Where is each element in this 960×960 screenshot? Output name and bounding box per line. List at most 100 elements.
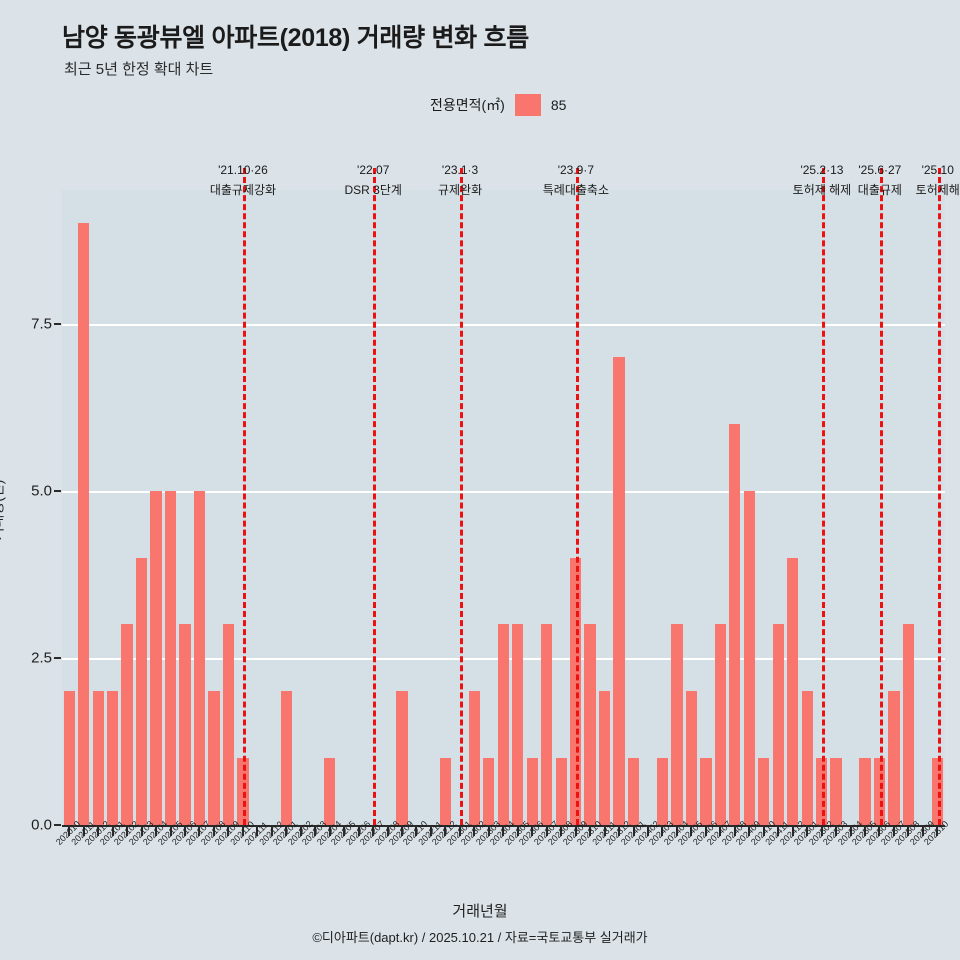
x-tick-slot (814, 827, 828, 837)
x-tick-slot (76, 827, 90, 837)
bar[interactable] (135, 557, 148, 825)
x-label-slot: 202509 (908, 819, 936, 908)
bar[interactable] (656, 758, 669, 825)
bar[interactable] (222, 624, 235, 825)
bar[interactable] (92, 691, 104, 825)
x-label-slot: 202508 (893, 819, 921, 908)
bar-slot (655, 190, 669, 825)
x-label-slot: 202111 (243, 820, 270, 908)
event-name: 토허제해 (915, 183, 960, 197)
x-tick-mark (256, 827, 259, 836)
bar[interactable] (512, 624, 524, 825)
bar[interactable] (107, 691, 119, 825)
bar[interactable] (483, 758, 495, 825)
bar[interactable] (208, 691, 220, 825)
x-tick-slot (380, 827, 394, 837)
bar[interactable] (570, 557, 582, 825)
x-label-slot: 202402 (633, 819, 661, 908)
bar-slot (583, 190, 597, 825)
x-label-slot: 202110 (228, 819, 256, 908)
x-tick-slot (236, 827, 250, 837)
bar[interactable] (859, 758, 871, 825)
x-tick-slot (597, 827, 611, 837)
bar[interactable] (324, 758, 336, 825)
x-tick-mark (864, 827, 867, 836)
bar[interactable] (164, 490, 177, 825)
x-label-slot: 202206 (344, 819, 372, 908)
x-tick-mark (921, 827, 924, 836)
x-tick-mark (574, 827, 577, 836)
x-label-slot: 202408 (720, 819, 748, 908)
bar[interactable] (280, 691, 292, 825)
bar[interactable] (758, 758, 770, 825)
x-label-slot: 202409 (734, 819, 762, 908)
x-tick-mark (212, 827, 215, 836)
bar[interactable] (830, 758, 842, 825)
bar[interactable] (729, 423, 741, 825)
bar[interactable] (815, 758, 828, 825)
bar[interactable] (78, 223, 90, 825)
bar[interactable] (714, 624, 726, 825)
bar-slot (597, 190, 611, 825)
bar[interactable] (179, 624, 191, 825)
bar[interactable] (555, 758, 567, 825)
x-tick-mark (632, 827, 635, 836)
bar[interactable] (121, 624, 133, 825)
bar-slot (511, 190, 525, 825)
bar-slot (901, 190, 915, 825)
bar[interactable] (902, 624, 915, 825)
x-label-slot: 202202 (286, 819, 314, 908)
x-tick-mark (169, 827, 172, 836)
bar[interactable] (439, 758, 452, 825)
bar[interactable] (193, 490, 206, 825)
bar[interactable] (598, 691, 611, 825)
x-tick-mark (618, 827, 621, 836)
x-tick-mark (357, 827, 360, 836)
bar[interactable] (743, 490, 755, 825)
x-label-slot: 202311 (590, 819, 618, 908)
bar[interactable] (931, 758, 943, 825)
bar[interactable] (772, 624, 784, 825)
x-tick-slot (322, 827, 336, 837)
x-tick-slot (62, 827, 76, 837)
bar[interactable] (541, 624, 553, 825)
bar[interactable] (497, 624, 509, 825)
x-tick-slot (337, 827, 351, 837)
bar[interactable] (396, 691, 408, 825)
bar-slot (496, 190, 510, 825)
bar[interactable] (685, 691, 698, 825)
bar-slot (62, 190, 76, 825)
x-tick-slot (641, 827, 655, 837)
x-tick-slot (655, 827, 669, 837)
bar[interactable] (613, 357, 625, 825)
x-label-slot: 202504 (836, 819, 864, 908)
bar[interactable] (888, 691, 900, 825)
bar[interactable] (150, 490, 162, 825)
bar[interactable] (63, 691, 75, 825)
bar[interactable] (526, 758, 538, 825)
x-tick-mark (719, 827, 722, 836)
x-tick-slot (91, 827, 105, 837)
legend-swatch-85[interactable] (514, 94, 541, 116)
bar-slot (843, 190, 857, 825)
bar[interactable] (700, 758, 712, 825)
x-tick-mark (155, 827, 158, 836)
bar[interactable] (787, 557, 799, 825)
bar-slot (279, 190, 293, 825)
x-tick-slot (872, 827, 886, 837)
bar[interactable] (237, 758, 249, 825)
x-tick-slot (424, 827, 438, 837)
x-axis-title: 거래년월 (452, 903, 508, 920)
bar[interactable] (801, 691, 813, 825)
y-tick-label: 5.0 (31, 482, 52, 500)
bar[interactable] (671, 624, 683, 825)
bar[interactable] (873, 758, 886, 825)
bar[interactable] (584, 624, 596, 825)
bar-slot (670, 190, 684, 825)
x-tick-mark (820, 827, 823, 836)
bar-slot (757, 190, 771, 825)
legend-label-85: 85 (550, 97, 567, 113)
x-tick-mark (299, 827, 302, 836)
bar[interactable] (468, 691, 480, 825)
bar[interactable] (627, 758, 640, 825)
